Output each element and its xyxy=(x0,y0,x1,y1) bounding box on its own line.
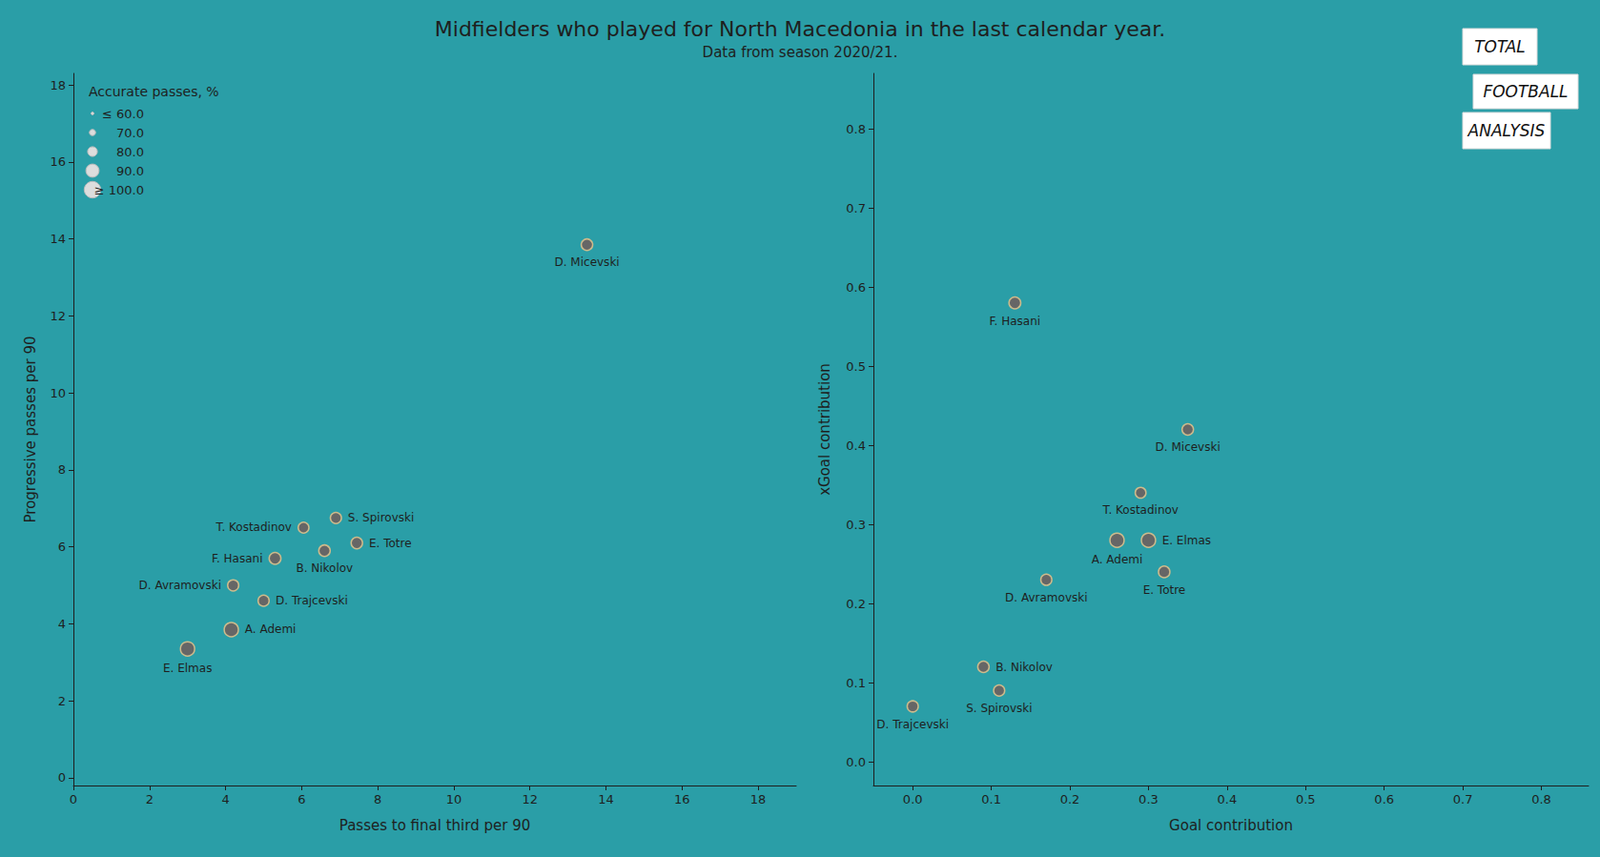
svg-text:10: 10 xyxy=(49,386,66,401)
svg-text:B. Nikolov: B. Nikolov xyxy=(995,660,1053,675)
svg-text:F. Hasani: F. Hasani xyxy=(989,314,1042,329)
svg-text:0.1: 0.1 xyxy=(981,792,1002,807)
svg-text:0.7: 0.7 xyxy=(845,201,866,216)
svg-text:E. Totre: E. Totre xyxy=(1143,583,1187,597)
svg-text:4: 4 xyxy=(221,792,229,807)
svg-text:0: 0 xyxy=(58,770,66,785)
svg-text:B. Nikolov: B. Nikolov xyxy=(295,561,353,575)
svg-text:Midfielders who played for Nor: Midfielders who played for North Macedon… xyxy=(434,17,1166,42)
svg-text:S. Spirovski: S. Spirovski xyxy=(965,701,1032,716)
svg-text:TOTAL: TOTAL xyxy=(1474,37,1526,57)
svg-text:8: 8 xyxy=(373,792,382,807)
svg-text:Passes to final third per 90: Passes to final third per 90 xyxy=(339,817,531,835)
svg-text:0.7: 0.7 xyxy=(1453,792,1474,807)
svg-text:Progressive passes per 90: Progressive passes per 90 xyxy=(21,336,40,524)
svg-text:14: 14 xyxy=(597,792,615,807)
svg-text:E. Totre: E. Totre xyxy=(369,536,412,551)
svg-text:4: 4 xyxy=(58,616,66,632)
svg-text:6: 6 xyxy=(58,539,66,554)
svg-text:D. Micevski: D. Micevski xyxy=(553,255,619,269)
svg-text:FOOTBALL: FOOTBALL xyxy=(1482,82,1568,102)
svg-text:Data from season 2020/21.: Data from season 2020/21. xyxy=(702,43,899,62)
svg-text:D. Avramovski: D. Avramovski xyxy=(1005,591,1088,605)
svg-text:≤ 60.0: ≤ 60.0 xyxy=(102,106,144,122)
svg-text:≥ 100.0: ≥ 100.0 xyxy=(94,183,144,198)
svg-text:0.4: 0.4 xyxy=(845,438,866,453)
svg-text:12: 12 xyxy=(49,308,66,324)
svg-text:10: 10 xyxy=(446,792,463,807)
svg-text:90.0: 90.0 xyxy=(116,164,144,179)
svg-text:D. Trajcevski: D. Trajcevski xyxy=(275,594,349,608)
svg-text:E. Elmas: E. Elmas xyxy=(163,661,212,676)
svg-text:80.0: 80.0 xyxy=(116,144,144,160)
svg-text:0.4: 0.4 xyxy=(1217,792,1238,807)
svg-text:0.6: 0.6 xyxy=(845,280,866,295)
svg-text:0.8: 0.8 xyxy=(1531,792,1552,807)
svg-text:2: 2 xyxy=(145,792,154,807)
svg-text:0.2: 0.2 xyxy=(1060,792,1081,807)
svg-text:F. Hasani: F. Hasani xyxy=(211,552,264,566)
svg-text:0.3: 0.3 xyxy=(845,517,866,533)
svg-text:16: 16 xyxy=(674,792,691,807)
svg-text:ANALYSIS: ANALYSIS xyxy=(1467,121,1546,141)
svg-text:0.0: 0.0 xyxy=(845,755,866,770)
svg-text:8: 8 xyxy=(58,462,66,477)
svg-text:D. Trajcevski: D. Trajcevski xyxy=(876,717,949,732)
svg-text:16: 16 xyxy=(49,154,66,169)
svg-text:A. Ademi: A. Ademi xyxy=(1091,553,1144,567)
svg-text:70.0: 70.0 xyxy=(116,125,144,141)
svg-text:0.8: 0.8 xyxy=(845,122,866,137)
svg-text:0.0: 0.0 xyxy=(902,792,924,807)
svg-text:A. Ademi: A. Ademi xyxy=(245,622,297,636)
svg-text:0.5: 0.5 xyxy=(1295,792,1316,807)
svg-text:18: 18 xyxy=(750,792,767,807)
svg-text:T. Kostadinov: T. Kostadinov xyxy=(215,520,292,534)
svg-text:Accurate passes, %: Accurate passes, % xyxy=(88,83,220,100)
svg-text:0.6: 0.6 xyxy=(1374,792,1395,807)
svg-text:Goal contribution: Goal contribution xyxy=(1169,817,1293,835)
svg-text:D. Micevski: D. Micevski xyxy=(1155,440,1221,454)
svg-text:T. Kostadinov: T. Kostadinov xyxy=(1101,503,1178,517)
svg-text:0.2: 0.2 xyxy=(845,596,866,612)
svg-text:0.5: 0.5 xyxy=(845,359,866,374)
svg-text:xGoal contribution: xGoal contribution xyxy=(816,363,834,496)
svg-text:0.1: 0.1 xyxy=(845,676,866,691)
svg-text:12: 12 xyxy=(521,792,538,807)
svg-text:S. Spirovski: S. Spirovski xyxy=(348,511,414,525)
svg-text:0: 0 xyxy=(69,792,78,807)
svg-text:0.3: 0.3 xyxy=(1138,792,1159,807)
svg-text:E. Elmas: E. Elmas xyxy=(1162,533,1211,548)
svg-text:18: 18 xyxy=(49,78,66,93)
svg-text:2: 2 xyxy=(58,694,66,709)
svg-text:14: 14 xyxy=(49,231,66,247)
svg-text:6: 6 xyxy=(297,792,306,807)
svg-text:D. Avramovski: D. Avramovski xyxy=(139,578,222,593)
